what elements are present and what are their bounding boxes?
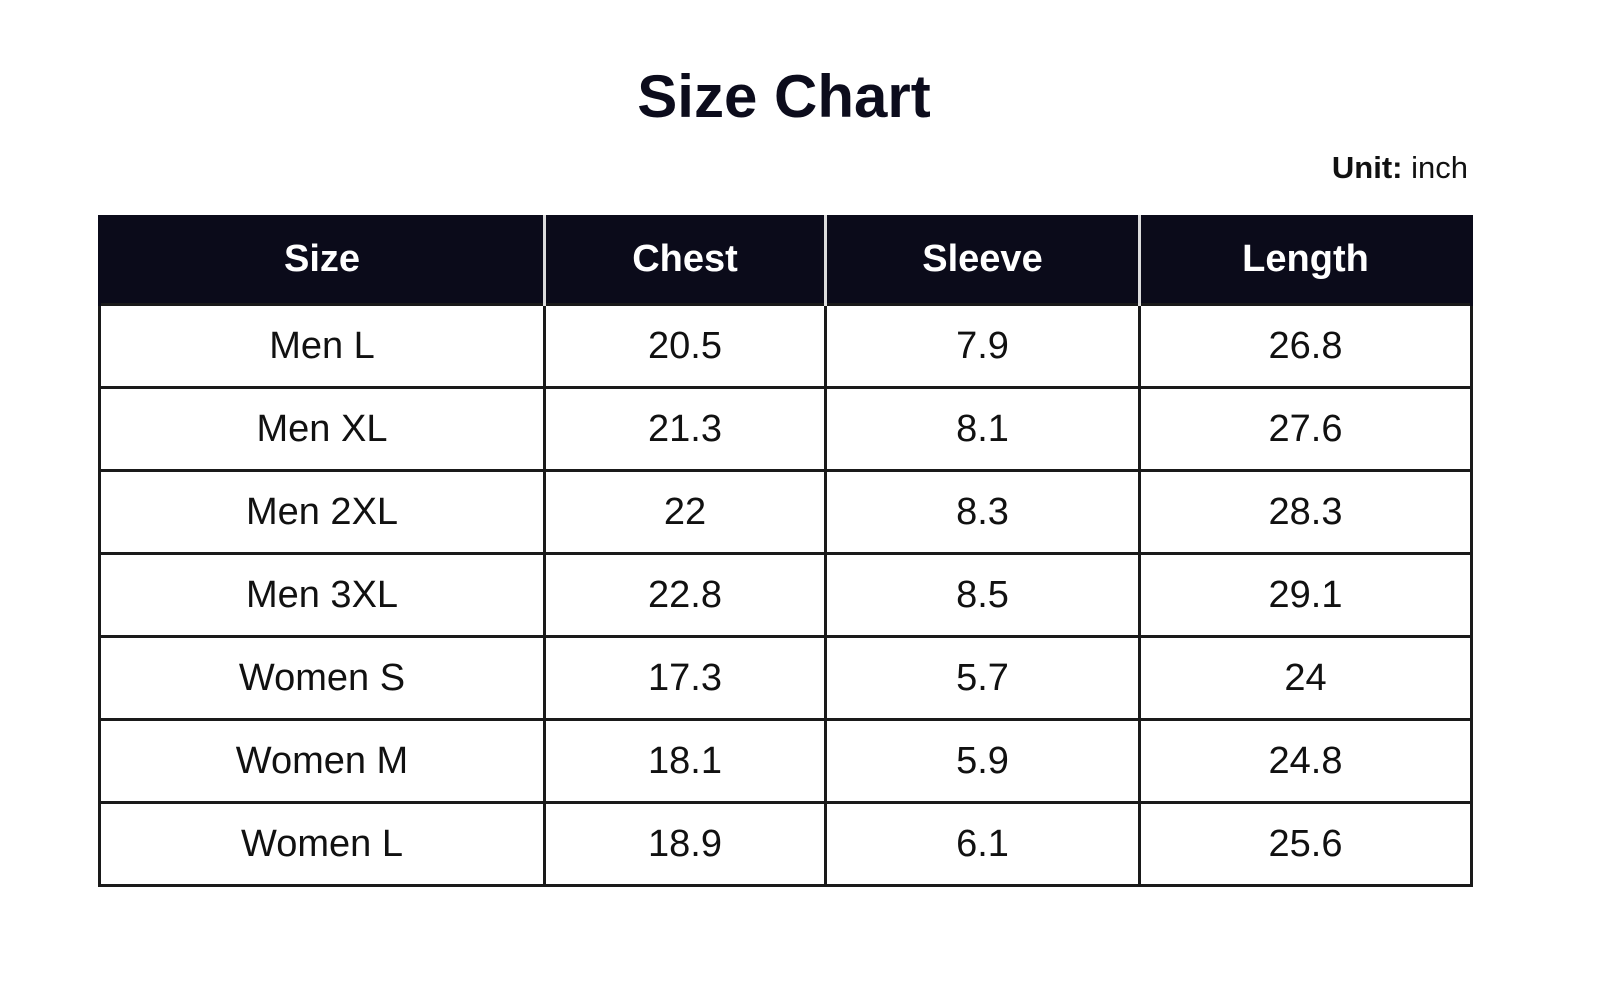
measure-cell: 22.8 [543,552,827,638]
table-row: Women L 18.9 6.1 25.6 [98,801,1473,887]
size-cell: Men 2XL [98,469,546,555]
measure-cell: 22 [543,469,827,555]
measure-cell: 27.6 [1138,386,1473,472]
header-cell: Sleeve [824,215,1140,305]
measure-cell: 17.3 [543,635,827,721]
size-cell: Men XL [98,386,546,472]
size-cell: Women S [98,635,546,721]
table-row: Men L 20.5 7.9 26.8 [98,303,1473,389]
measure-cell: 5.9 [824,718,1141,804]
measure-cell: 24.8 [1138,718,1473,804]
table-body: Men L 20.5 7.9 26.8 Men XL 21.3 8.1 27.6 Men 2XL… [98,303,1473,887]
measure-cell: 20.5 [543,303,827,389]
unit: Unit: inch [1332,150,1468,186]
header-cell: Length [1138,215,1473,305]
measure-cell: 7.9 [824,303,1141,389]
measure-cell: 8.3 [824,469,1141,555]
table-row: Men 2XL 22 8.3 28.3 [98,469,1473,555]
measure-cell: 25.6 [1138,801,1473,887]
size-cell: Women L [98,801,546,887]
table-row: Women S 17.3 5.7 24 [98,635,1473,721]
header-row: Size Chest Sleeve Length [98,215,1473,305]
measure-cell: 28.3 [1138,469,1473,555]
size-cell: Women M [98,718,546,804]
measure-cell: 18.1 [543,718,827,804]
table-row: Women M 18.1 5.9 24.8 [98,718,1473,804]
unit-label: Unit: [1331,150,1403,185]
size-cell: Men L [98,303,546,389]
header-cell: Size [98,215,545,305]
header-cell: Chest [543,215,826,305]
measure-cell: 6.1 [824,801,1141,887]
measure-cell: 29.1 [1138,552,1473,638]
measure-cell: 8.1 [824,386,1141,472]
measure-cell: 24 [1138,635,1473,721]
size-table: Size Chest Sleeve Length Men L 20.5 7.9 26.8 Me… [98,215,1473,887]
measure-cell: 21.3 [543,386,827,472]
unit-value: inch [1411,150,1468,185]
measure-cell: 8.5 [824,552,1141,638]
table-row: Men 3XL 22.8 8.5 29.1 [98,552,1473,638]
measure-cell: 5.7 [824,635,1141,721]
title: Size Chart [637,63,931,130]
measure-cell: 18.9 [543,801,827,887]
size-cell: Men 3XL [98,552,546,638]
table-row: Men XL 21.3 8.1 27.6 [98,386,1473,472]
measure-cell: 26.8 [1138,303,1473,389]
